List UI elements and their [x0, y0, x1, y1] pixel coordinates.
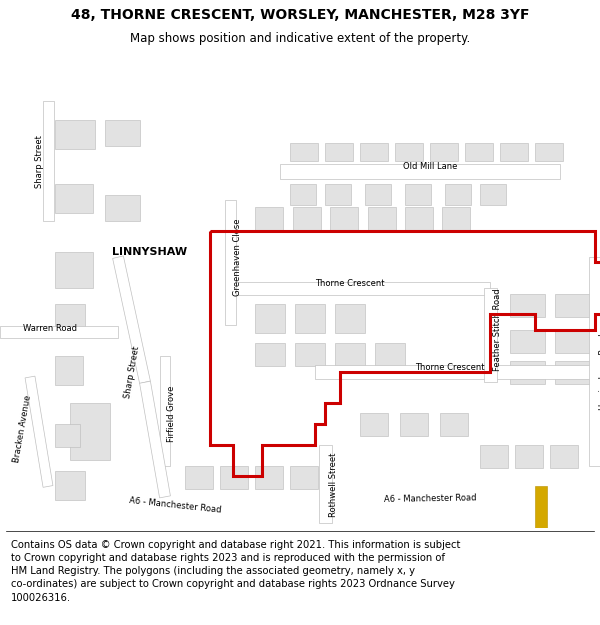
Bar [325, 142, 353, 161]
Bar [255, 207, 283, 230]
Polygon shape [43, 101, 53, 221]
Bar [55, 184, 93, 213]
Bar [465, 142, 493, 161]
Text: Sharp Street: Sharp Street [123, 345, 141, 399]
Bar [480, 184, 506, 205]
Bar [105, 119, 140, 146]
Text: A6 - Manchester Road: A6 - Manchester Road [128, 496, 221, 514]
Polygon shape [0, 326, 118, 338]
Text: LINNYSHAW: LINNYSHAW [112, 247, 188, 257]
Polygon shape [224, 200, 235, 325]
Bar [295, 342, 325, 366]
Bar [290, 466, 318, 489]
Polygon shape [319, 445, 331, 523]
Text: 48, THORNE CRESCENT, WORSLEY, MANCHESTER, M28 3YF: 48, THORNE CRESCENT, WORSLEY, MANCHESTER… [71, 8, 529, 22]
Bar [55, 424, 80, 447]
Bar [70, 403, 110, 461]
Bar [430, 142, 458, 161]
Bar [55, 119, 95, 149]
Bar [405, 207, 433, 230]
Bar [440, 414, 468, 436]
Bar [360, 414, 388, 436]
Text: A6 - Manchester Road: A6 - Manchester Road [383, 494, 476, 504]
Bar [375, 342, 405, 366]
Bar [365, 184, 391, 205]
Bar [480, 445, 508, 468]
Text: Old Mill Lane: Old Mill Lane [403, 162, 457, 171]
Bar [510, 294, 545, 317]
Bar [335, 342, 365, 366]
Text: Warren Road: Warren Road [23, 324, 77, 332]
Bar [255, 466, 283, 489]
Bar [395, 142, 423, 161]
Bar [515, 445, 543, 468]
Bar [368, 207, 396, 230]
Bar [255, 304, 285, 333]
Polygon shape [589, 257, 600, 466]
Text: Sharp Street: Sharp Street [35, 135, 44, 188]
Bar [290, 184, 316, 205]
Bar [442, 207, 470, 230]
Bar [290, 142, 318, 161]
Bar [55, 252, 93, 289]
Bar [330, 207, 358, 230]
Text: Feather Stitch Road: Feather Stitch Road [493, 289, 503, 371]
Bar [255, 342, 285, 366]
Bar [295, 304, 325, 333]
Bar [335, 304, 365, 333]
Bar [185, 466, 213, 489]
Text: Contains OS data © Crown copyright and database right 2021. This information is : Contains OS data © Crown copyright and d… [11, 540, 460, 602]
Bar [55, 356, 83, 386]
Bar [220, 466, 248, 489]
Bar [500, 142, 528, 161]
Bar [510, 361, 545, 384]
Bar [400, 414, 428, 436]
Polygon shape [280, 164, 560, 179]
Bar [510, 330, 545, 353]
Polygon shape [25, 376, 53, 488]
Polygon shape [484, 289, 497, 382]
Polygon shape [235, 282, 490, 295]
Text: Th⁠orne Crescent: Th⁠orne Crescent [315, 279, 385, 288]
Text: Greenhaven Close: Greenhaven Close [233, 218, 242, 296]
Bar [105, 194, 140, 221]
Bar [535, 486, 547, 539]
Bar [55, 304, 85, 336]
Text: Rothwell Street: Rothwell Street [329, 452, 338, 516]
Text: Thorne Crescent: Thorne Crescent [415, 363, 485, 372]
Bar [555, 361, 590, 384]
Text: Firfield Grove: Firfield Grove [167, 385, 176, 442]
Bar [555, 330, 590, 353]
Bar [325, 184, 351, 205]
Polygon shape [160, 356, 170, 466]
Polygon shape [113, 256, 151, 384]
Bar [445, 184, 471, 205]
Bar [405, 184, 431, 205]
Text: Map shows position and indicative extent of the property.: Map shows position and indicative extent… [130, 31, 470, 44]
Bar [555, 294, 590, 317]
Text: Bracken Avenue: Bracken Avenue [11, 394, 32, 464]
Bar [550, 445, 578, 468]
Bar [535, 142, 563, 161]
Bar [55, 471, 85, 500]
Polygon shape [315, 365, 600, 379]
Polygon shape [140, 381, 170, 498]
Bar [293, 207, 321, 230]
Bar [360, 142, 388, 161]
